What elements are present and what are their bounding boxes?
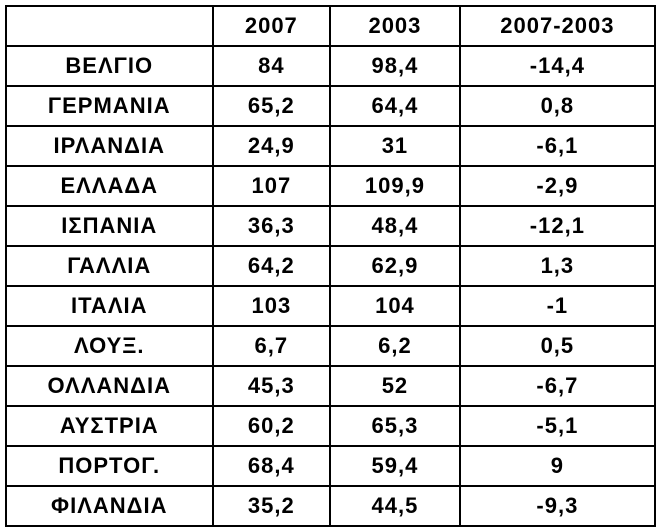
table-row: ΕΛΛΑΔΑ 107 109,9 -2,9 (5, 165, 657, 207)
table-body: 2007 2003 2007-2003 ΒΕΛΓΙΟ 84 98,4 -14,4 ΓΕΡ… (5, 5, 657, 527)
row-label: ΟΛΛΑΝΔΙΑ (5, 365, 214, 407)
value-cell: 0,5 (458, 325, 657, 367)
value-cell: 35,2 (211, 485, 332, 527)
value-cell: -12,1 (458, 205, 657, 247)
value-cell: 60,2 (211, 405, 332, 447)
table-row: ΙΡΛΑΝΔΙΑ 24,9 31 -6,1 (5, 125, 657, 167)
value-cell: 36,3 (211, 205, 332, 247)
value-cell: 44,5 (329, 485, 461, 527)
row-label: ΠΟΡΤΟΓ. (5, 445, 214, 487)
row-label: ΑΥΣΤΡΙΑ (5, 405, 214, 447)
value-cell: 0,8 (458, 85, 657, 127)
value-cell: 98,4 (329, 45, 461, 87)
table-row: ΙΤΑΛΙΑ 103 104 -1 (5, 285, 657, 327)
value-cell: 59,4 (329, 445, 461, 487)
value-cell: 68,4 (211, 445, 332, 487)
value-cell: 107 (211, 165, 332, 207)
value-cell: 1,3 (458, 245, 657, 287)
header-row: 2007 2003 2007-2003 (5, 5, 657, 47)
data-table: 2007 2003 2007-2003 ΒΕΛΓΙΟ 84 98,4 -14,4 ΓΕΡ… (5, 5, 657, 527)
table-row: ΑΥΣΤΡΙΑ 60,2 65,3 -5,1 (5, 405, 657, 447)
value-cell: 31 (329, 125, 461, 167)
row-label: ΙΤΑΛΙΑ (5, 285, 214, 327)
value-cell: -6,1 (458, 125, 657, 167)
value-cell: -14,4 (458, 45, 657, 87)
value-cell: 6,7 (211, 325, 332, 367)
value-cell: 64,4 (329, 85, 461, 127)
value-cell: 103 (211, 285, 332, 327)
value-cell: 9 (458, 445, 657, 487)
value-cell: 6,2 (329, 325, 461, 367)
row-label: ΒΕΛΓΙΟ (5, 45, 214, 87)
row-label: ΙΡΛΑΝΔΙΑ (5, 125, 214, 167)
value-cell: 24,9 (211, 125, 332, 167)
value-cell: 65,3 (329, 405, 461, 447)
table-row: ΟΛΛΑΝΔΙΑ 45,3 52 -6,7 (5, 365, 657, 407)
value-cell: 45,3 (211, 365, 332, 407)
row-label: ΙΣΠΑΝΙΑ (5, 205, 214, 247)
row-label: ΕΛΛΑΔΑ (5, 165, 214, 207)
value-cell: 84 (211, 45, 332, 87)
value-cell: 64,2 (211, 245, 332, 287)
table-row: ΓΕΡΜΑΝΙΑ 65,2 64,4 0,8 (5, 85, 657, 127)
value-cell: 48,4 (329, 205, 461, 247)
row-label: ΓΕΡΜΑΝΙΑ (5, 85, 214, 127)
value-cell: 104 (329, 285, 461, 327)
value-cell: -2,9 (458, 165, 657, 207)
table-row: ΓΑΛΛΙΑ 64,2 62,9 1,3 (5, 245, 657, 287)
value-cell: 65,2 (211, 85, 332, 127)
table-row: ΒΕΛΓΙΟ 84 98,4 -14,4 (5, 45, 657, 87)
header-cell: 2007 (211, 5, 332, 47)
corner-cell (5, 5, 214, 47)
header-cell: 2007-2003 (458, 5, 657, 47)
header-cell: 2003 (329, 5, 461, 47)
row-label: ΛΟΥΞ. (5, 325, 214, 367)
table-row: ΠΟΡΤΟΓ. 68,4 59,4 9 (5, 445, 657, 487)
value-cell: -6,7 (458, 365, 657, 407)
value-cell: 109,9 (329, 165, 461, 207)
value-cell: 62,9 (329, 245, 461, 287)
value-cell: -5,1 (458, 405, 657, 447)
row-label: ΓΑΛΛΙΑ (5, 245, 214, 287)
value-cell: -1 (458, 285, 657, 327)
value-cell: 52 (329, 365, 461, 407)
table-row: ΙΣΠΑΝΙΑ 36,3 48,4 -12,1 (5, 205, 657, 247)
row-label: ΦΙΛΑΝΔΙΑ (5, 485, 214, 527)
table-row: ΦΙΛΑΝΔΙΑ 35,2 44,5 -9,3 (5, 485, 657, 527)
value-cell: -9,3 (458, 485, 657, 527)
table-row: ΛΟΥΞ. 6,7 6,2 0,5 (5, 325, 657, 367)
